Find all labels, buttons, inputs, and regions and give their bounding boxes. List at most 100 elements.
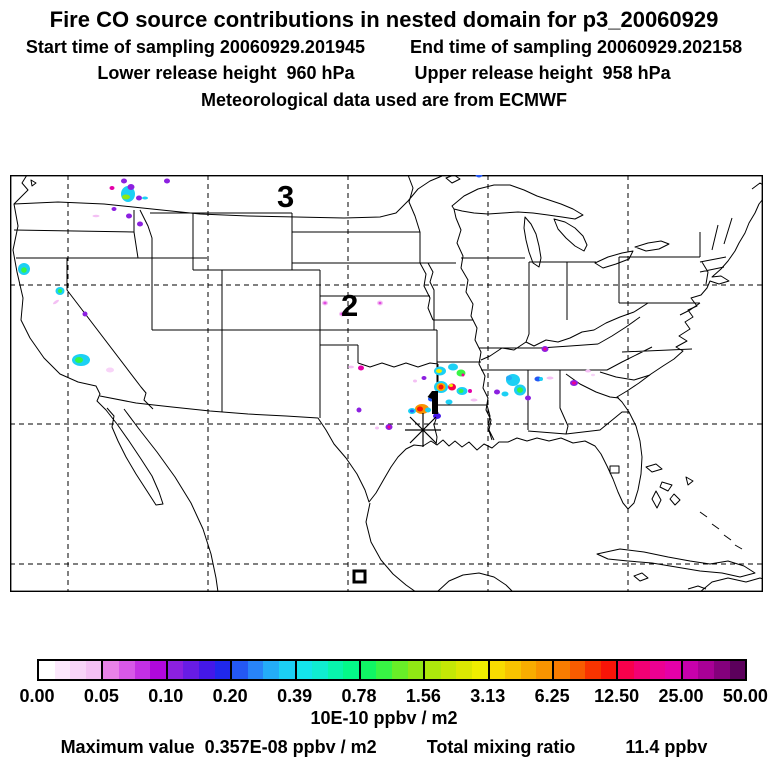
source-contribution-blob (413, 379, 417, 383)
colorbar-cell (183, 661, 199, 679)
colorbar-cell (520, 661, 537, 679)
colorbar-cell (569, 661, 586, 679)
source-contribution-blob (539, 377, 543, 381)
source-contribution-blob (92, 214, 100, 218)
colorbar-cell (600, 661, 617, 679)
source-contribution-blob (494, 389, 500, 395)
source-contribution-blob (591, 373, 595, 377)
colorbar-tick-label: 50.00 (722, 686, 768, 706)
source-contribution-blob (506, 375, 512, 381)
source-contribution-blob (122, 194, 130, 200)
colorbar-cell (198, 661, 215, 679)
colorbar-cell (407, 661, 424, 679)
source-contribution-blob (127, 184, 135, 190)
colorbar-cell (713, 661, 730, 679)
map-frame (10, 175, 763, 592)
latlon-grid-lines (10, 175, 763, 592)
source-contribution-blob (58, 289, 62, 293)
source-contribution-blob (136, 195, 142, 201)
colorbar-cell (633, 661, 650, 679)
colorbar-tick-label: 6.25 (534, 686, 570, 706)
colorbar-cell (247, 661, 264, 679)
source-contribution-blob (164, 178, 170, 184)
colorbar-tick-label: 0.05 (83, 686, 119, 706)
colorbar-cell (327, 661, 344, 679)
end-time-text: End time of sampling 20060929.202158 (410, 37, 743, 57)
colorbar-cell (165, 661, 184, 679)
colorbar-tick-label: 0.39 (277, 686, 313, 706)
source-contribution-blob (546, 376, 554, 380)
colorbar-cell (649, 661, 666, 679)
source-contribution-blob (438, 384, 444, 390)
source-contribution-blob (358, 365, 364, 371)
source-contribution-blob (421, 376, 427, 380)
colorbar-tick-label: 0.00 (19, 686, 55, 706)
source-contribution-blob (525, 395, 531, 401)
colorbar-tick-label: 0.20 (212, 686, 248, 706)
colorbar-tick-label: 1.56 (405, 686, 441, 706)
source-contribution-blob (82, 311, 88, 317)
colorbar-cell (85, 661, 102, 679)
colorbar-tick-label: 3.13 (470, 686, 506, 706)
colorbar-cell (698, 661, 714, 679)
colorbar (37, 659, 747, 681)
colorbar-cell (423, 661, 441, 679)
colorbar-ticks: 0.00 0.05 0.10 0.20 0.39 0.78 1.56 3.13 6.25 12.5… (0, 686, 768, 706)
colorbar-cell (54, 661, 71, 679)
region-label-2: 2 (341, 288, 358, 323)
colorbar-cell (729, 661, 746, 679)
colorbar-cell (278, 661, 295, 679)
source-contribution-blob (517, 387, 523, 393)
great-lakes-outlines (451, 184, 670, 269)
source-contribution-blob (501, 391, 509, 397)
colorbar-cell (343, 661, 359, 679)
source-contribution-blob (106, 367, 114, 373)
colorbar-cell (70, 661, 86, 679)
source-contribution-blob (323, 301, 327, 305)
start-time-text: Start time of sampling 20060929.201945 (25, 37, 365, 57)
source-contribution-blob (387, 425, 391, 429)
colorbar-cell (230, 661, 248, 679)
source-contribution-blob (53, 299, 59, 305)
upper-release-text: Upper release height 958 hPa (414, 63, 671, 83)
source-contribution-blob (375, 426, 379, 430)
colorbar-cell (505, 661, 521, 679)
source-contribution-blob (75, 357, 83, 363)
source-contribution-blob (458, 389, 464, 393)
summary-line: Maximum value 0.357E-08 ppbv / m2 Total m… (0, 737, 768, 758)
colorbar-tick-label: 25.00 (658, 686, 704, 706)
lower-release-text: Lower release height 960 hPa (97, 63, 355, 83)
colorbar-cell (39, 661, 55, 679)
colorbar-tick-label: 12.50 (594, 686, 640, 706)
colorbar-cell (150, 661, 166, 679)
source-contribution-blob (445, 399, 453, 405)
source-contribution-blob (142, 196, 148, 200)
met-data-source-line: Meteorological data used are from ECMWF (200, 90, 568, 110)
source-contribution-blob (417, 406, 423, 412)
source-contribution-blob (126, 213, 132, 219)
colorbar-cell (376, 661, 393, 679)
max-value-text: Maximum value 0.357E-08 ppbv / m2 (60, 737, 377, 757)
colorbar-cell (552, 661, 570, 679)
colorbar-cell (616, 661, 634, 679)
colorbar-cell (358, 661, 377, 679)
release-heights-line: Lower release height 960 hPa Upper releas… (0, 63, 768, 84)
colorbar-cell (263, 661, 279, 679)
colorbar-cell (134, 661, 151, 679)
source-contribution-blob (137, 221, 143, 227)
source-contribution-blob (121, 178, 127, 184)
source-contribution-blob (461, 373, 465, 377)
blob-layer (18, 175, 595, 430)
state-border-lines (13, 175, 733, 474)
colorbar-cell (118, 661, 135, 679)
page-title: Fire CO source contributions in nested d… (49, 7, 719, 32)
source-contribution-blob (21, 267, 27, 273)
source-contribution-blob (475, 175, 483, 178)
source-star-marker (405, 413, 441, 447)
source-contribution-blob (585, 369, 591, 373)
colorbar-units-label: 10E-10 ppbv / m2 (310, 708, 458, 728)
total-mixing-value: 11.4 ppbv (625, 737, 708, 757)
colorbar-cell (456, 661, 473, 679)
